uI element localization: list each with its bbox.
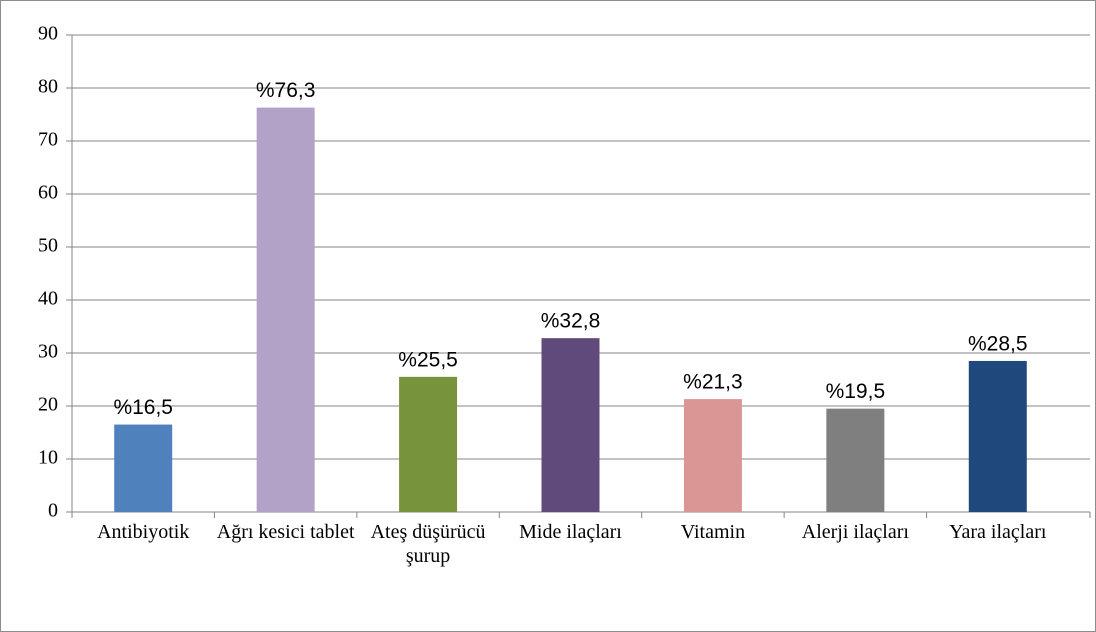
value-label: %25,5 [398, 348, 458, 371]
x-tick-label: Yara ilaçları [949, 521, 1047, 543]
y-tick-label: 70 [38, 129, 58, 151]
y-tick-label: 60 [38, 182, 58, 204]
x-tick-label: Mide ilaçları [519, 521, 622, 543]
value-label: %28,5 [968, 332, 1028, 355]
x-tick-label: Antibiyotik [97, 521, 190, 543]
y-tick-label: 30 [38, 341, 58, 363]
x-tick-label: Ağrı kesici tablet [216, 521, 355, 543]
bar [968, 360, 1027, 512]
bar [256, 107, 315, 513]
x-tick-label: Vitamin [680, 521, 746, 543]
bar [826, 408, 885, 512]
x-tick-label: Alerji ilaçları [801, 521, 909, 543]
y-tick-label: 10 [38, 447, 58, 469]
value-label: %16,5 [113, 396, 173, 419]
y-tick-label: 80 [38, 76, 58, 98]
value-label: %19,5 [826, 380, 886, 403]
value-label: %21,3 [683, 371, 743, 394]
y-tick-label: 90 [38, 23, 58, 45]
value-label: %32,8 [541, 310, 601, 333]
y-tick-label: 40 [38, 288, 58, 310]
value-label: %76,3 [256, 79, 316, 102]
bar [399, 376, 458, 512]
x-tick-label: Ateş düşürücü şurup [370, 521, 486, 567]
bar [683, 399, 742, 512]
bar [541, 338, 600, 512]
y-tick-label: 50 [38, 235, 58, 257]
y-tick-label: 20 [38, 394, 58, 416]
y-tick-label: 0 [48, 500, 58, 522]
bar [114, 424, 173, 512]
